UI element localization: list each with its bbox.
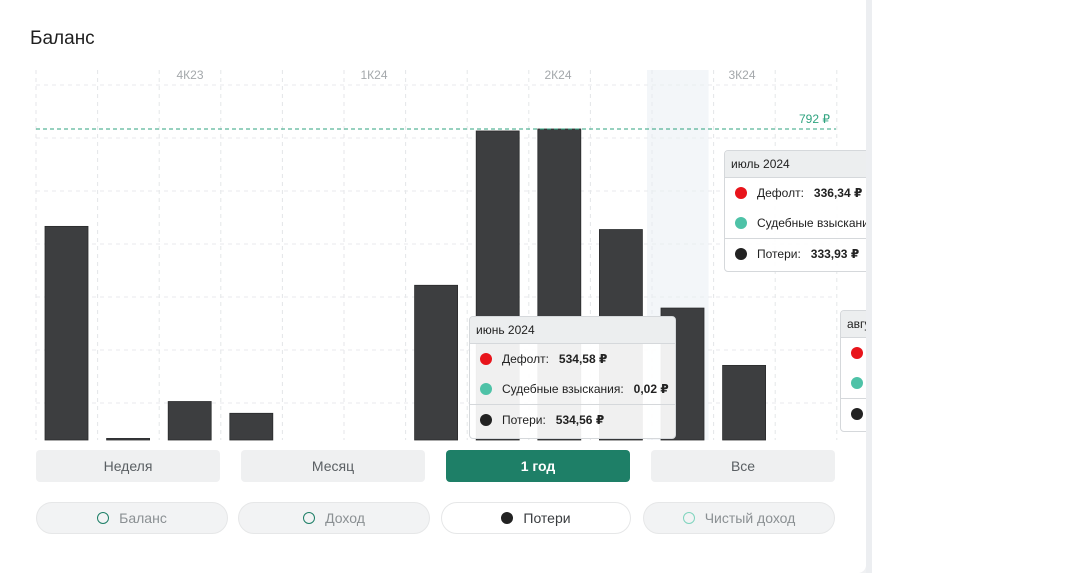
series-dot-icon	[735, 248, 747, 260]
card-title: Баланс	[30, 28, 95, 49]
bar-6[interactable]	[414, 284, 459, 441]
tooltip-value: 333,93 ₽	[810, 247, 860, 261]
tooltip-label: Судебные взыскания:	[757, 216, 879, 230]
bar-1[interactable]	[106, 438, 150, 441]
bar-11[interactable]	[722, 364, 766, 441]
quarter-labels: 4К23 1К24 2К24 3К24	[176, 68, 755, 82]
quarter-label: 2К24	[544, 68, 571, 82]
legend-net-income-dot-icon	[682, 512, 695, 524]
legend-losses-dot-icon	[501, 512, 514, 524]
legend-income-toggle[interactable]: Доход	[238, 502, 430, 534]
tooltip-label: Судебные взыскания:	[502, 382, 624, 396]
quarter-label: 3К24	[728, 68, 755, 82]
series-dot-icon	[851, 408, 863, 420]
series-dot-icon	[851, 347, 863, 359]
tooltip-june-2024: июнь 2024 Дефолт: 534,58 ₽ Судебные взыскан…	[469, 316, 676, 439]
period-week-label: Неделя	[103, 458, 153, 474]
legend-income-dot-icon	[303, 512, 316, 524]
period-month-button[interactable]: Месяц	[241, 450, 425, 482]
period-all-button[interactable]: Все	[651, 450, 835, 482]
tooltip-value: 0,02 ₽	[633, 382, 669, 396]
tooltip-row: Потери: 333,93 ₽	[725, 239, 927, 269]
tooltip-label: Дефолт:	[502, 352, 549, 366]
legend-losses-label: Потери	[523, 510, 571, 526]
legend-balance-toggle[interactable]: Баланс	[36, 502, 228, 534]
bar-2[interactable]	[167, 401, 212, 441]
legend-net-income-label: Чистый доход	[704, 510, 796, 526]
bar-3[interactable]	[229, 412, 274, 441]
legend-net-income-toggle[interactable]: Чистый доход	[643, 502, 835, 534]
tooltip-label: Потери:	[757, 247, 801, 261]
tooltip-divider	[725, 238, 927, 239]
balance-card: Баланс 4К23 1К24 2К24 3К24 792 ₽ июль 2024 Д…	[0, 0, 1040, 573]
series-dot-icon	[735, 217, 747, 229]
series-dot-icon	[480, 383, 492, 395]
tooltip-row: Дефолт: 534,58 ₽	[470, 344, 675, 374]
tooltip-value: 336,34 ₽	[813, 186, 863, 200]
period-year-button[interactable]: 1 год	[446, 450, 630, 482]
legend-losses-toggle[interactable]: Потери	[441, 502, 631, 534]
tooltip-divider	[470, 404, 675, 405]
quarter-label: 4К23	[176, 68, 203, 82]
series-dot-icon	[480, 414, 492, 426]
series-dot-icon	[851, 377, 863, 389]
losses-bar-chart: 4К23 1К24 2К24 3К24 792 ₽	[35, 68, 838, 441]
series-dot-icon	[480, 353, 492, 365]
legend-income-label: Доход	[325, 510, 365, 526]
series-dot-icon	[735, 187, 747, 199]
tooltip-value: 534,56 ₽	[555, 413, 605, 427]
legend-balance-dot-icon	[97, 512, 110, 524]
bar-0[interactable]	[44, 225, 89, 441]
tooltip-label: Дефолт:	[757, 186, 804, 200]
max-reference-label: 792 ₽	[799, 112, 830, 126]
legend-balance-label: Баланс	[119, 510, 167, 526]
period-month-label: Месяц	[311, 458, 355, 474]
tooltip-row: Потери: 534,56 ₽	[470, 405, 675, 435]
series-legend: Баланс Доход Потери Чистый доход	[36, 502, 836, 534]
period-week-button[interactable]: Неделя	[36, 450, 220, 482]
quarter-label: 1К24	[360, 68, 387, 82]
period-year-label: 1 год	[520, 458, 556, 474]
tooltip-label: Потери:	[502, 413, 546, 427]
tooltip-row: Судебные взыскания: 0,02 ₽	[470, 374, 675, 404]
tooltip-value: 534,58 ₽	[558, 352, 608, 366]
period-selector: Неделя Месяц 1 год Все	[36, 450, 836, 482]
side-panel	[872, 0, 1080, 573]
tooltip-row: Дефолт: 336,34 ₽	[725, 178, 927, 208]
period-all-label: Все	[730, 458, 756, 474]
tooltip-month: июнь 2024	[470, 317, 675, 344]
